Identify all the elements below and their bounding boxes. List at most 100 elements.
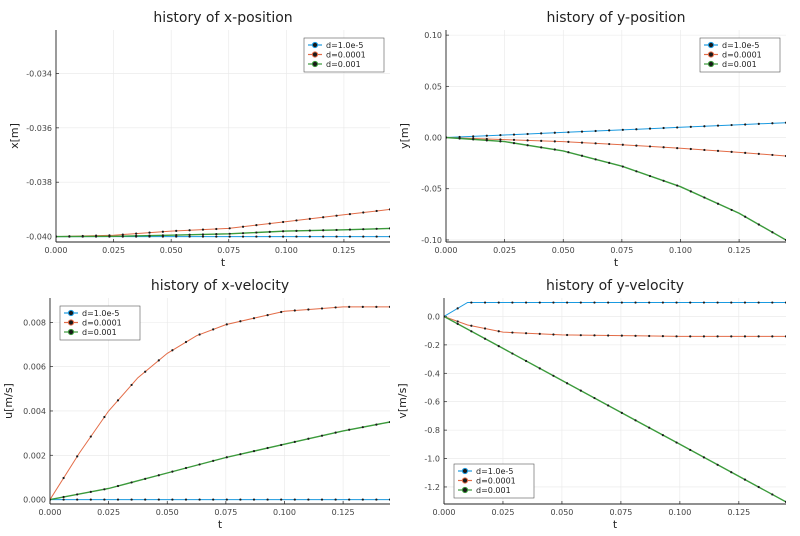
legend-label: d=0.0001 [82, 319, 122, 328]
data-point [293, 498, 296, 501]
data-point [266, 498, 269, 501]
data-point [388, 208, 390, 211]
legend-label: d=1.0e-5 [722, 41, 759, 50]
data-point [362, 228, 365, 231]
data-point [784, 121, 786, 124]
y-axis-label: y[m] [398, 123, 411, 149]
data-point [148, 234, 151, 237]
data-point [201, 228, 205, 231]
y-tick-label: -0.036 [26, 124, 52, 133]
data-point [771, 301, 774, 304]
data-point [280, 443, 283, 447]
data-point [375, 305, 378, 308]
data-point [594, 129, 597, 133]
data-point [689, 448, 692, 452]
data-point [89, 435, 92, 438]
x-tick-label: 0.000 [435, 246, 458, 255]
data-point [171, 498, 174, 501]
data-point [184, 340, 188, 344]
data-point [620, 411, 623, 414]
chart-svg: history of y-velocity 0.000 0.025 0.050 0.07… [396, 278, 786, 531]
data-point [512, 138, 516, 142]
data-point [116, 399, 120, 402]
data-point [308, 235, 311, 238]
y-tick-label: -0.2 [424, 341, 440, 350]
data-point [348, 498, 351, 501]
x-tick-label: 0.075 [217, 246, 240, 255]
data-point [580, 130, 584, 133]
x-tick-label: 0.050 [160, 246, 183, 255]
data-point [771, 153, 774, 157]
data-point [497, 345, 500, 348]
data-point [538, 332, 541, 335]
data-point [497, 301, 500, 304]
x-tick-label: 0.100 [275, 246, 298, 255]
data-point [458, 137, 461, 140]
data-point [293, 440, 296, 443]
data-point [225, 498, 228, 501]
data-point [108, 235, 111, 238]
data-point [579, 334, 582, 337]
data-point [375, 498, 378, 501]
data-point [130, 498, 133, 501]
data-point [566, 301, 569, 304]
data-point [485, 139, 488, 142]
data-point [771, 493, 774, 496]
data-point [446, 136, 448, 139]
data-point [744, 123, 747, 126]
data-point [201, 235, 205, 238]
data-point [348, 213, 352, 216]
data-point [661, 434, 664, 437]
data-point [252, 450, 256, 453]
x-tick-label: 0.075 [609, 508, 632, 517]
data-point [135, 234, 138, 237]
data-point [689, 125, 692, 128]
data-point [175, 229, 178, 232]
data-point [499, 140, 502, 143]
data-point [456, 322, 459, 325]
data-point [241, 235, 245, 238]
data-point [89, 498, 92, 501]
data-point [171, 470, 174, 473]
data-point [483, 337, 487, 340]
data-point [566, 333, 569, 337]
data-point [198, 333, 201, 336]
data-point [511, 331, 514, 334]
data-point [511, 301, 514, 304]
y-tick-label: 0.0 [427, 312, 440, 321]
data-point [188, 229, 191, 232]
data-point [526, 139, 529, 142]
data-point [215, 235, 218, 238]
data-point [524, 332, 528, 335]
data-point [157, 498, 160, 501]
legend-label: d=1.0e-5 [476, 467, 513, 476]
data-point [322, 229, 325, 232]
y-tick-label: 0.000 [23, 496, 46, 505]
data-point [662, 126, 665, 130]
data-point [593, 334, 596, 337]
y-tick-label: 0.05 [424, 82, 442, 91]
data-point [538, 367, 541, 370]
data-point [716, 301, 719, 304]
data-point [620, 334, 623, 337]
data-point [579, 389, 582, 392]
data-point [171, 349, 174, 352]
legend-label: d=1.0e-5 [82, 309, 119, 318]
data-point [716, 202, 720, 205]
y-tick-label: 0.10 [424, 31, 442, 40]
data-point [320, 498, 324, 501]
data-point [94, 235, 98, 238]
data-point [497, 330, 500, 333]
chart-y-position: history of y-position 0.000 0.025 0.050 0.07… [398, 0, 800, 269]
data-point [239, 320, 242, 323]
data-point [280, 310, 283, 314]
data-point [703, 148, 706, 152]
legend-marker [461, 486, 469, 494]
legend-marker [461, 477, 469, 484]
data-point [266, 314, 269, 317]
y-tick-label: -0.4 [424, 369, 440, 378]
data-point [308, 217, 311, 220]
data-point [702, 456, 706, 459]
data-point [335, 228, 338, 232]
data-point [594, 142, 597, 145]
